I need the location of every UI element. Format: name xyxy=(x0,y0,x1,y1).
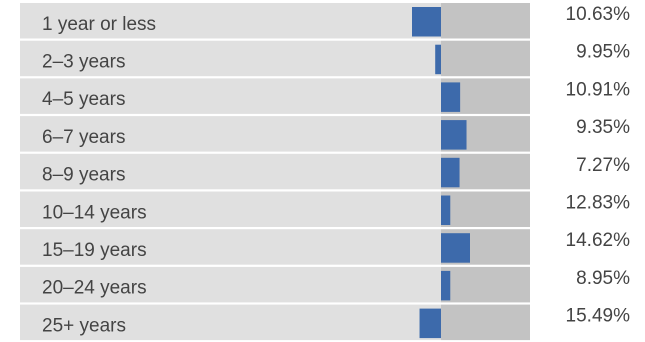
bar xyxy=(441,82,461,112)
chart-row: 2–3 years 9.95% xyxy=(20,40,630,77)
value-label: 14.62% xyxy=(566,230,631,251)
chart-row: 8–9 years 7.27% xyxy=(20,153,630,190)
chart-row: 10–14 years 12.83% xyxy=(20,191,631,227)
row-background xyxy=(20,304,441,341)
row-background xyxy=(20,266,441,303)
bar xyxy=(435,44,441,75)
value-label: 15.49% xyxy=(566,306,631,327)
track-right xyxy=(441,266,530,303)
track-right xyxy=(441,3,530,39)
track-right xyxy=(441,304,530,341)
track-right xyxy=(441,191,530,227)
bar xyxy=(441,195,451,225)
category-label: 1 year or less xyxy=(42,14,156,35)
chart-row: 20–24 years 8.95% xyxy=(20,266,630,303)
chart-row: 4–5 years 10.91% xyxy=(20,78,630,114)
chart-row: 1 year or less 10.63% xyxy=(20,3,630,39)
category-label: 4–5 years xyxy=(42,89,125,110)
row-background xyxy=(20,191,441,227)
bar xyxy=(441,270,451,301)
row-background xyxy=(20,229,441,265)
chart-row: 6–7 years 9.35% xyxy=(20,116,630,152)
category-label: 10–14 years xyxy=(42,202,147,223)
value-label: 9.35% xyxy=(576,117,630,138)
bar xyxy=(441,157,460,188)
value-label: 9.95% xyxy=(576,42,630,63)
category-label: 15–19 years xyxy=(42,240,147,261)
category-label: 2–3 years xyxy=(42,51,125,72)
value-label: 10.91% xyxy=(566,79,631,100)
category-label: 6–7 years xyxy=(42,127,125,148)
category-label: 25+ years xyxy=(42,315,126,336)
category-label: 20–24 years xyxy=(42,278,147,299)
bar xyxy=(441,233,470,263)
value-label: 12.83% xyxy=(566,193,631,214)
value-label: 7.27% xyxy=(576,155,630,176)
bar xyxy=(419,308,441,339)
row-background xyxy=(20,78,441,114)
chart-row: 25+ years 15.49% xyxy=(20,304,631,341)
track-right xyxy=(441,40,530,77)
row-background xyxy=(20,40,441,77)
row-background xyxy=(20,153,441,190)
value-label: 8.95% xyxy=(576,268,630,289)
value-label: 10.63% xyxy=(566,4,631,25)
row-background xyxy=(20,116,441,152)
category-label: 8–9 years xyxy=(42,165,125,186)
row-background xyxy=(20,3,441,39)
bar xyxy=(441,120,467,150)
bar xyxy=(412,7,441,37)
chart-row: 15–19 years 14.62% xyxy=(20,229,630,265)
